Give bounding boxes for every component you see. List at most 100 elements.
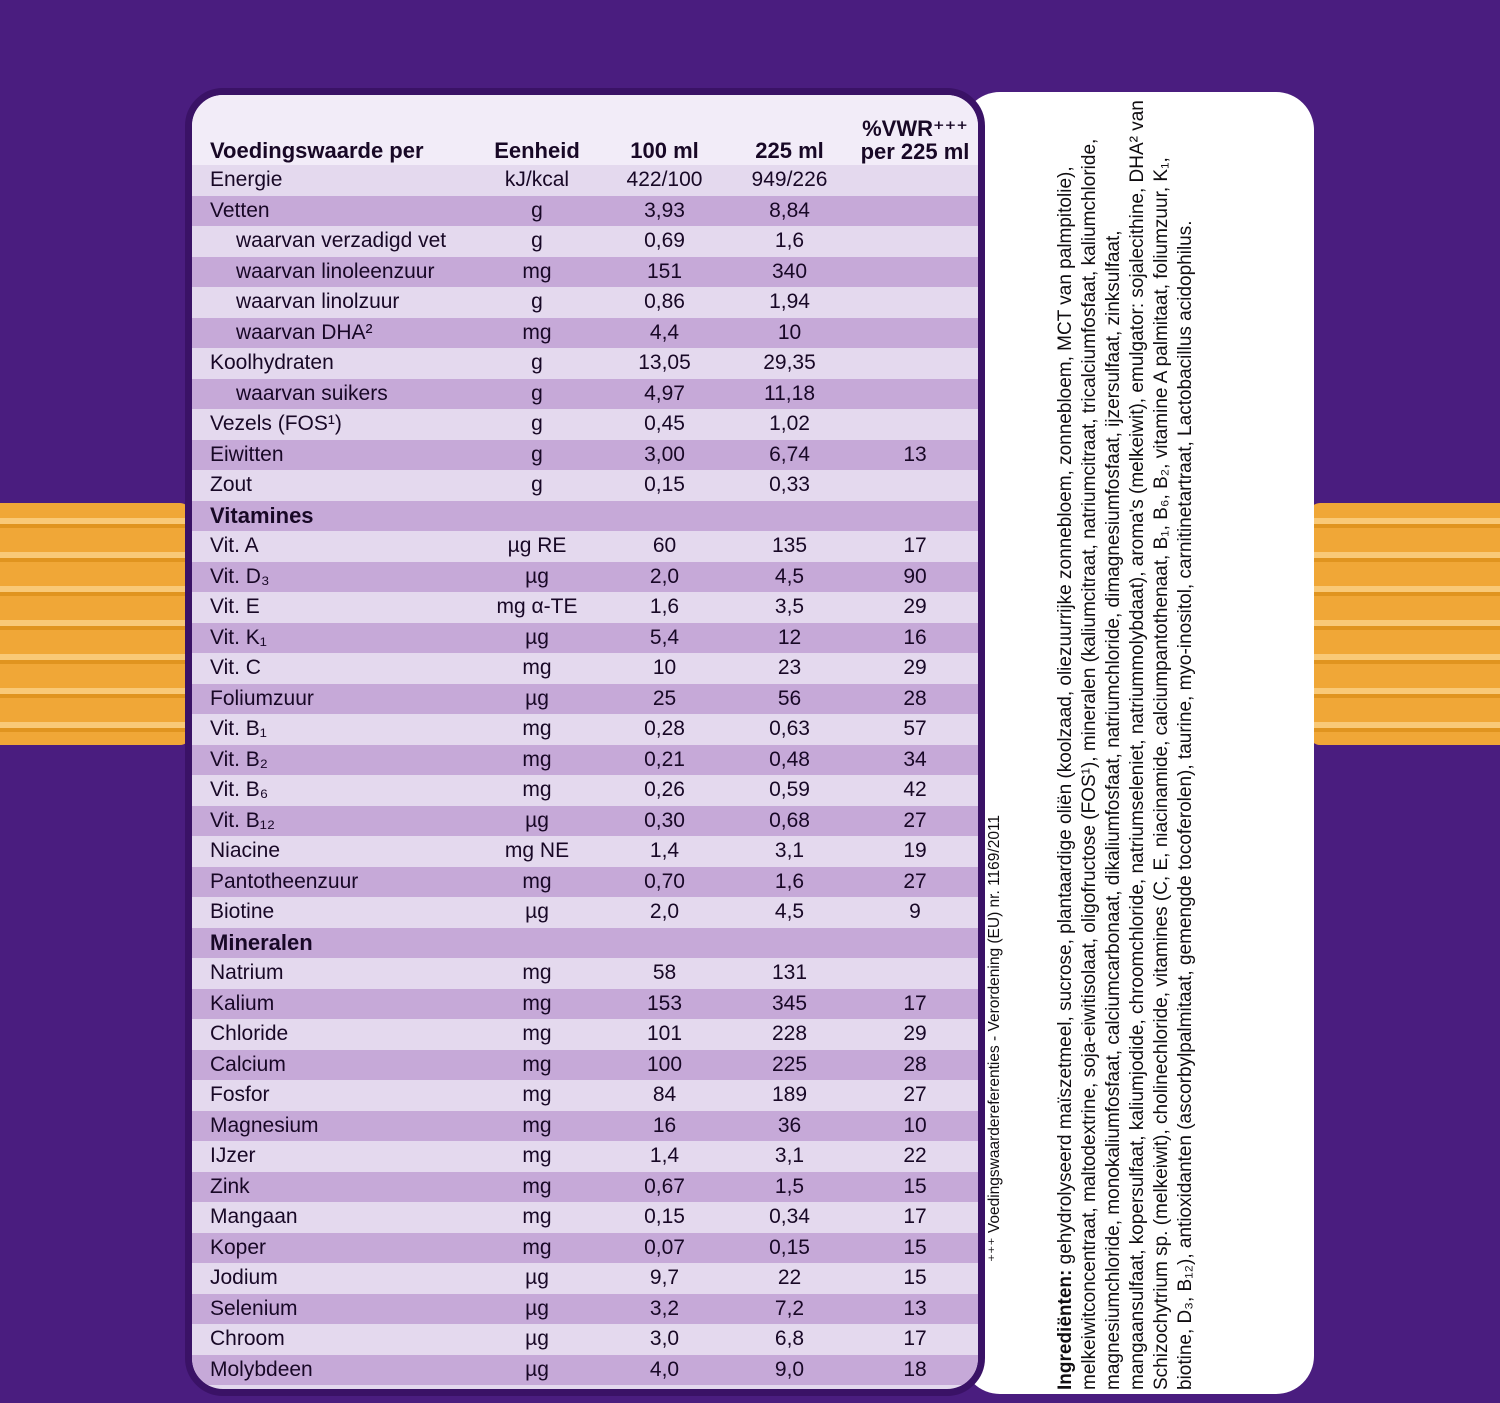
table-row: Chroom µg 3,0 6,8 17 [192, 1324, 978, 1355]
row-value-vwr: 17 [903, 1327, 927, 1350]
row-unit: µg [525, 1327, 549, 1350]
row-value-vwr [852, 257, 978, 288]
row-value-vwr: 18 [903, 1357, 927, 1381]
row-unit: µg [525, 625, 549, 649]
table-row: Niacine mg NE 1,4 3,1 19 [192, 836, 978, 867]
row-value-225ml: 12 [777, 625, 802, 649]
row-label: waarvan suikers [236, 381, 388, 405]
row-value-vwr: 29 [903, 1022, 927, 1045]
header-225ml: 225 ml [755, 138, 824, 163]
row-value-100ml: 422/100 [626, 168, 703, 191]
table-section-row: Vitamines [192, 500, 978, 531]
row-unit: g [531, 290, 543, 313]
row-unit: mg [522, 1144, 552, 1167]
row-label: Vit. E [210, 595, 260, 618]
row-value-100ml: 13,05 [638, 351, 691, 374]
row-value-225ml: 225 [771, 1052, 808, 1076]
row-value-100ml: 100 [646, 1052, 683, 1076]
row-unit: µg [525, 1296, 549, 1320]
ingredients-body: gehydrolyseerd maïszetmeel, sucrose, pla… [1055, 100, 1196, 1390]
row-unit: mg [522, 259, 552, 283]
table-row: Biotine µg 2,0 4,5 9 [192, 897, 978, 928]
ingredients-label: Ingrediënten: [1055, 1269, 1076, 1390]
table-row: Vit. C mg 10 23 29 [192, 653, 978, 684]
row-label: Pantotheenzuur [210, 869, 359, 893]
row-value-225ml: 3,1 [774, 839, 805, 862]
row-value-100ml: 4,0 [649, 1357, 680, 1381]
table-row: Vit. B₂ mg 0,21 0,48 34 [192, 744, 978, 775]
row-label: waarvan linoleenzuur [236, 259, 435, 283]
row-value-225ml: 345 [771, 991, 808, 1015]
row-value-100ml: 3,0 [649, 1327, 680, 1350]
row-value-100ml: 0,28 [644, 717, 685, 740]
table-row: Vit. B₁₂ µg 0,30 0,68 27 [192, 805, 978, 836]
row-unit: g [531, 229, 543, 252]
row-unit: g [531, 412, 543, 435]
table-row: Vit. D₃ µg 2,0 4,5 90 [192, 561, 978, 592]
row-unit: µg RE [507, 534, 567, 557]
row-value-225ml: 0,68 [769, 808, 810, 832]
table-row: Mangaan mg 0,15 0,34 17 [192, 1202, 978, 1233]
row-unit: kJ/kcal [504, 168, 570, 191]
header-vwr-line1: %VWR⁺⁺⁺ [862, 116, 968, 142]
row-value-vwr [852, 348, 978, 379]
row-value-225ml: 4,5 [774, 564, 805, 588]
row-label: IJzer [210, 1144, 256, 1167]
row-value-225ml: 11,18 [764, 381, 815, 405]
row-label: Molybdeen [210, 1357, 313, 1381]
row-value-225ml: 56 [777, 686, 802, 710]
row-value-225ml: 1,5 [774, 1174, 805, 1198]
row-value-100ml: 9,7 [649, 1266, 680, 1289]
row-value-100ml: 0,15 [644, 1205, 685, 1228]
row-value-100ml: 25 [652, 686, 677, 710]
row-label: Chroom [210, 1327, 285, 1350]
row-value-vwr [852, 196, 978, 227]
row-unit: mg [522, 1022, 552, 1045]
row-unit: g [531, 198, 543, 222]
row-value-100ml: 2,0 [649, 564, 680, 588]
row-value-225ml: 3,5 [774, 595, 805, 618]
row-value-100ml: 1,4 [649, 1144, 680, 1167]
row-value-100ml: 0,67 [644, 1174, 685, 1198]
row-value-100ml: 1,6 [649, 595, 680, 618]
table-row: IJzer mg 1,4 3,1 22 [192, 1141, 978, 1172]
row-label: Vit. D₃ [210, 564, 270, 588]
table-row: Energie kJ/kcal 422/100 949/226 [192, 165, 978, 196]
row-unit: g [531, 442, 543, 466]
row-unit: mg [522, 717, 552, 740]
row-value-225ml: 340 [771, 259, 808, 283]
table-row: Zink mg 0,67 1,5 15 [192, 1171, 978, 1202]
table-row: waarvan linolzuur g 0,86 1,94 [192, 287, 978, 318]
row-value-vwr: 17 [903, 991, 927, 1015]
row-value-vwr: 19 [903, 839, 927, 862]
row-value-100ml: 0,69 [644, 229, 685, 252]
row-label: Selenium [210, 1296, 298, 1320]
row-value-225ml: 0,63 [769, 717, 810, 740]
row-value-225ml: 0,15 [769, 1235, 810, 1259]
row-value-100ml: 10 [652, 656, 677, 679]
row-value-vwr [852, 470, 978, 501]
row-value-100ml: 4,4 [649, 320, 680, 344]
table-row: Vit. B₁ mg 0,28 0,63 57 [192, 714, 978, 745]
row-value-vwr: 13 [903, 442, 927, 466]
row-value-225ml: 6,74 [769, 442, 810, 466]
row-value-vwr: 16 [903, 625, 927, 649]
row-value-225ml: 0,33 [769, 473, 810, 496]
header-vwr: %VWR⁺⁺⁺ per 225 ml [852, 116, 978, 164]
table-row: Magnesium mg 16 36 10 [192, 1110, 978, 1141]
row-value-225ml: 0,34 [769, 1205, 810, 1228]
row-value-vwr: 28 [903, 1052, 927, 1076]
row-value-vwr: 27 [903, 869, 927, 893]
table-row: waarvan verzadigd vet g 0,69 1,6 [192, 226, 978, 257]
table-row: Koper mg 0,07 0,15 15 [192, 1232, 978, 1263]
row-value-100ml: 101 [646, 1022, 683, 1045]
row-value-225ml: 8,84 [769, 198, 810, 222]
row-value-vwr [852, 287, 978, 318]
row-unit: mg [522, 1174, 552, 1198]
row-label: Biotine [210, 900, 275, 923]
row-value-225ml: 949/226 [751, 168, 828, 191]
row-label: Calcium [210, 1052, 286, 1076]
row-unit: g [531, 381, 543, 405]
row-value-225ml: 3,1 [774, 1144, 805, 1167]
row-value-100ml: 0,15 [644, 473, 685, 496]
